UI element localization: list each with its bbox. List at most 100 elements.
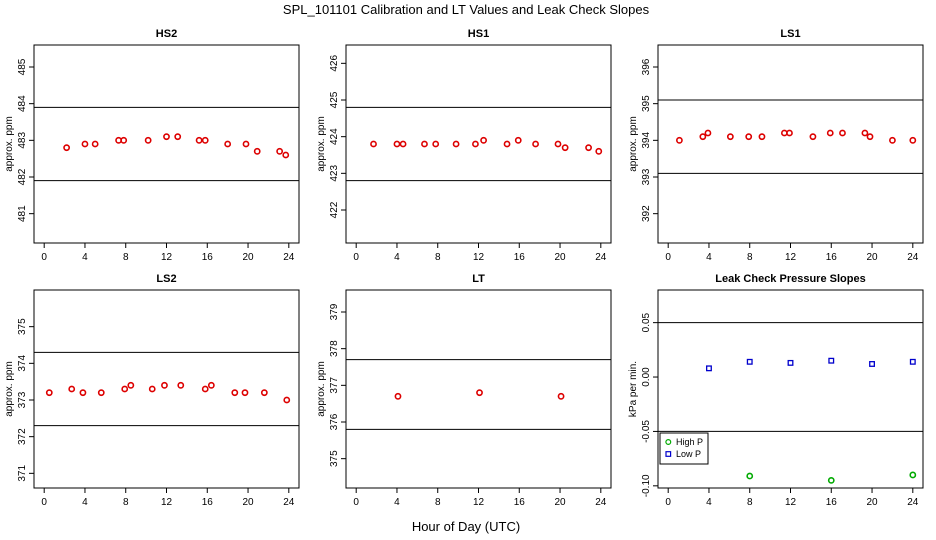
x-tick-label: 24 (283, 497, 295, 508)
y-axis-label: approx. ppm (4, 361, 15, 417)
data-point (207, 381, 215, 389)
y-tick-label: 376 (329, 413, 340, 430)
data-point (399, 140, 407, 148)
data-point (699, 133, 707, 141)
data-point (746, 358, 753, 365)
plot-frame (657, 44, 924, 244)
data-point (282, 151, 290, 159)
data-point (370, 140, 377, 148)
data-point (704, 129, 712, 137)
panel-title: LS2 (156, 273, 176, 285)
x-tick-label: 16 (514, 497, 526, 508)
data-point (787, 359, 794, 366)
x-tick-label: 16 (202, 497, 214, 508)
panel-title: Leak Check Pressure Slopes (715, 273, 865, 285)
y-axis-label: approx. ppm (628, 116, 639, 172)
data-point (201, 385, 209, 393)
x-tick-label: 4 (82, 252, 88, 263)
data-point (561, 144, 569, 152)
x-tick-label: 8 (435, 497, 441, 508)
data-point (121, 385, 129, 393)
legend-box (659, 432, 709, 465)
y-tick-label: 482 (17, 168, 28, 185)
x-tick-label: 4 (706, 497, 712, 508)
chart-panels: HS2 0 4 8 12 16 20 24 481 482 483 4 8 4 485 approx. ppm… (4, 28, 924, 508)
data-point (276, 147, 284, 155)
panel-title: HS1 (468, 28, 489, 40)
x-tick-label: 8 (123, 252, 129, 263)
y-tick-label: 375 (17, 318, 28, 335)
data-point (283, 396, 291, 404)
data-point (97, 389, 105, 397)
y-tick-label: 373 (17, 391, 28, 408)
legend-marker (665, 451, 672, 457)
x-tick-label: 4 (82, 497, 88, 508)
y-tick-label: 483 (17, 132, 28, 149)
data-point (174, 133, 182, 141)
x-tick-label: 0 (665, 252, 671, 263)
data-point (889, 136, 896, 144)
y-tick-label: 485 (17, 58, 28, 75)
x-tick-label: 16 (202, 252, 214, 263)
plot-frame (33, 44, 300, 244)
panel-ls2: LS2 0 4 8 12 16 20 24 371 372 373 374 375 approx. ppm (4, 273, 300, 508)
x-tick-label: 24 (907, 252, 919, 263)
panel-ls1: LS1 0 4 8 12 16 20 24 392 393 394 395 396 approx. ppm (628, 28, 924, 263)
data-point (745, 133, 753, 141)
panel-title: HS2 (156, 28, 177, 40)
figure-x-axis-label: Hour of Day (UTC) (412, 519, 520, 534)
data-point (260, 389, 268, 397)
x-tick-label: 20 (554, 497, 566, 508)
data-point (746, 472, 754, 480)
y-tick-label: -0.05 (641, 420, 652, 443)
data-point (809, 133, 817, 141)
data-point (177, 381, 185, 389)
x-tick-label: 0 (353, 252, 359, 263)
data-point (909, 358, 916, 365)
figure-title: SPL_101101 Calibration and LT Values and… (283, 2, 650, 17)
x-tick-label: 12 (473, 497, 485, 508)
data-point (585, 144, 592, 152)
data-point (144, 136, 152, 144)
panel-title: LT (472, 273, 485, 285)
data-point (63, 144, 71, 152)
data-point (595, 147, 603, 155)
data-point (503, 140, 511, 148)
x-tick-label: 16 (826, 497, 838, 508)
x-tick-label: 20 (866, 252, 878, 263)
x-tick-label: 0 (41, 252, 47, 263)
data-point (706, 365, 712, 372)
data-point (224, 140, 232, 148)
data-point (554, 140, 562, 148)
x-tick-label: 4 (706, 252, 712, 263)
data-point (79, 389, 87, 397)
x-tick-label: 20 (242, 252, 254, 263)
plot-frame (345, 289, 612, 489)
x-tick-label: 24 (595, 497, 607, 508)
x-tick-label: 8 (747, 252, 753, 263)
data-point (127, 381, 135, 389)
data-point (472, 140, 479, 148)
x-tick-label: 16 (826, 252, 838, 263)
data-point (393, 140, 401, 148)
y-tick-label: 395 (641, 95, 652, 112)
x-tick-label: 0 (41, 497, 47, 508)
data-point (81, 140, 89, 148)
panel-hs2: HS2 0 4 8 12 16 20 24 481 482 483 484 485 approx. ppm (4, 28, 300, 263)
data-point (676, 136, 683, 144)
data-point (786, 129, 793, 137)
x-tick-label: 20 (554, 252, 566, 263)
y-axis-label: kPa per min. (628, 361, 639, 417)
data-point (557, 392, 565, 400)
data-point (161, 381, 168, 389)
x-tick-label: 16 (514, 252, 526, 263)
data-point (241, 389, 249, 397)
data-point (421, 140, 428, 148)
legend-label: High P (676, 437, 703, 447)
y-tick-label: 481 (17, 205, 28, 222)
data-point (828, 357, 835, 364)
data-point (452, 140, 460, 148)
data-point (909, 471, 917, 479)
data-point (394, 392, 402, 400)
